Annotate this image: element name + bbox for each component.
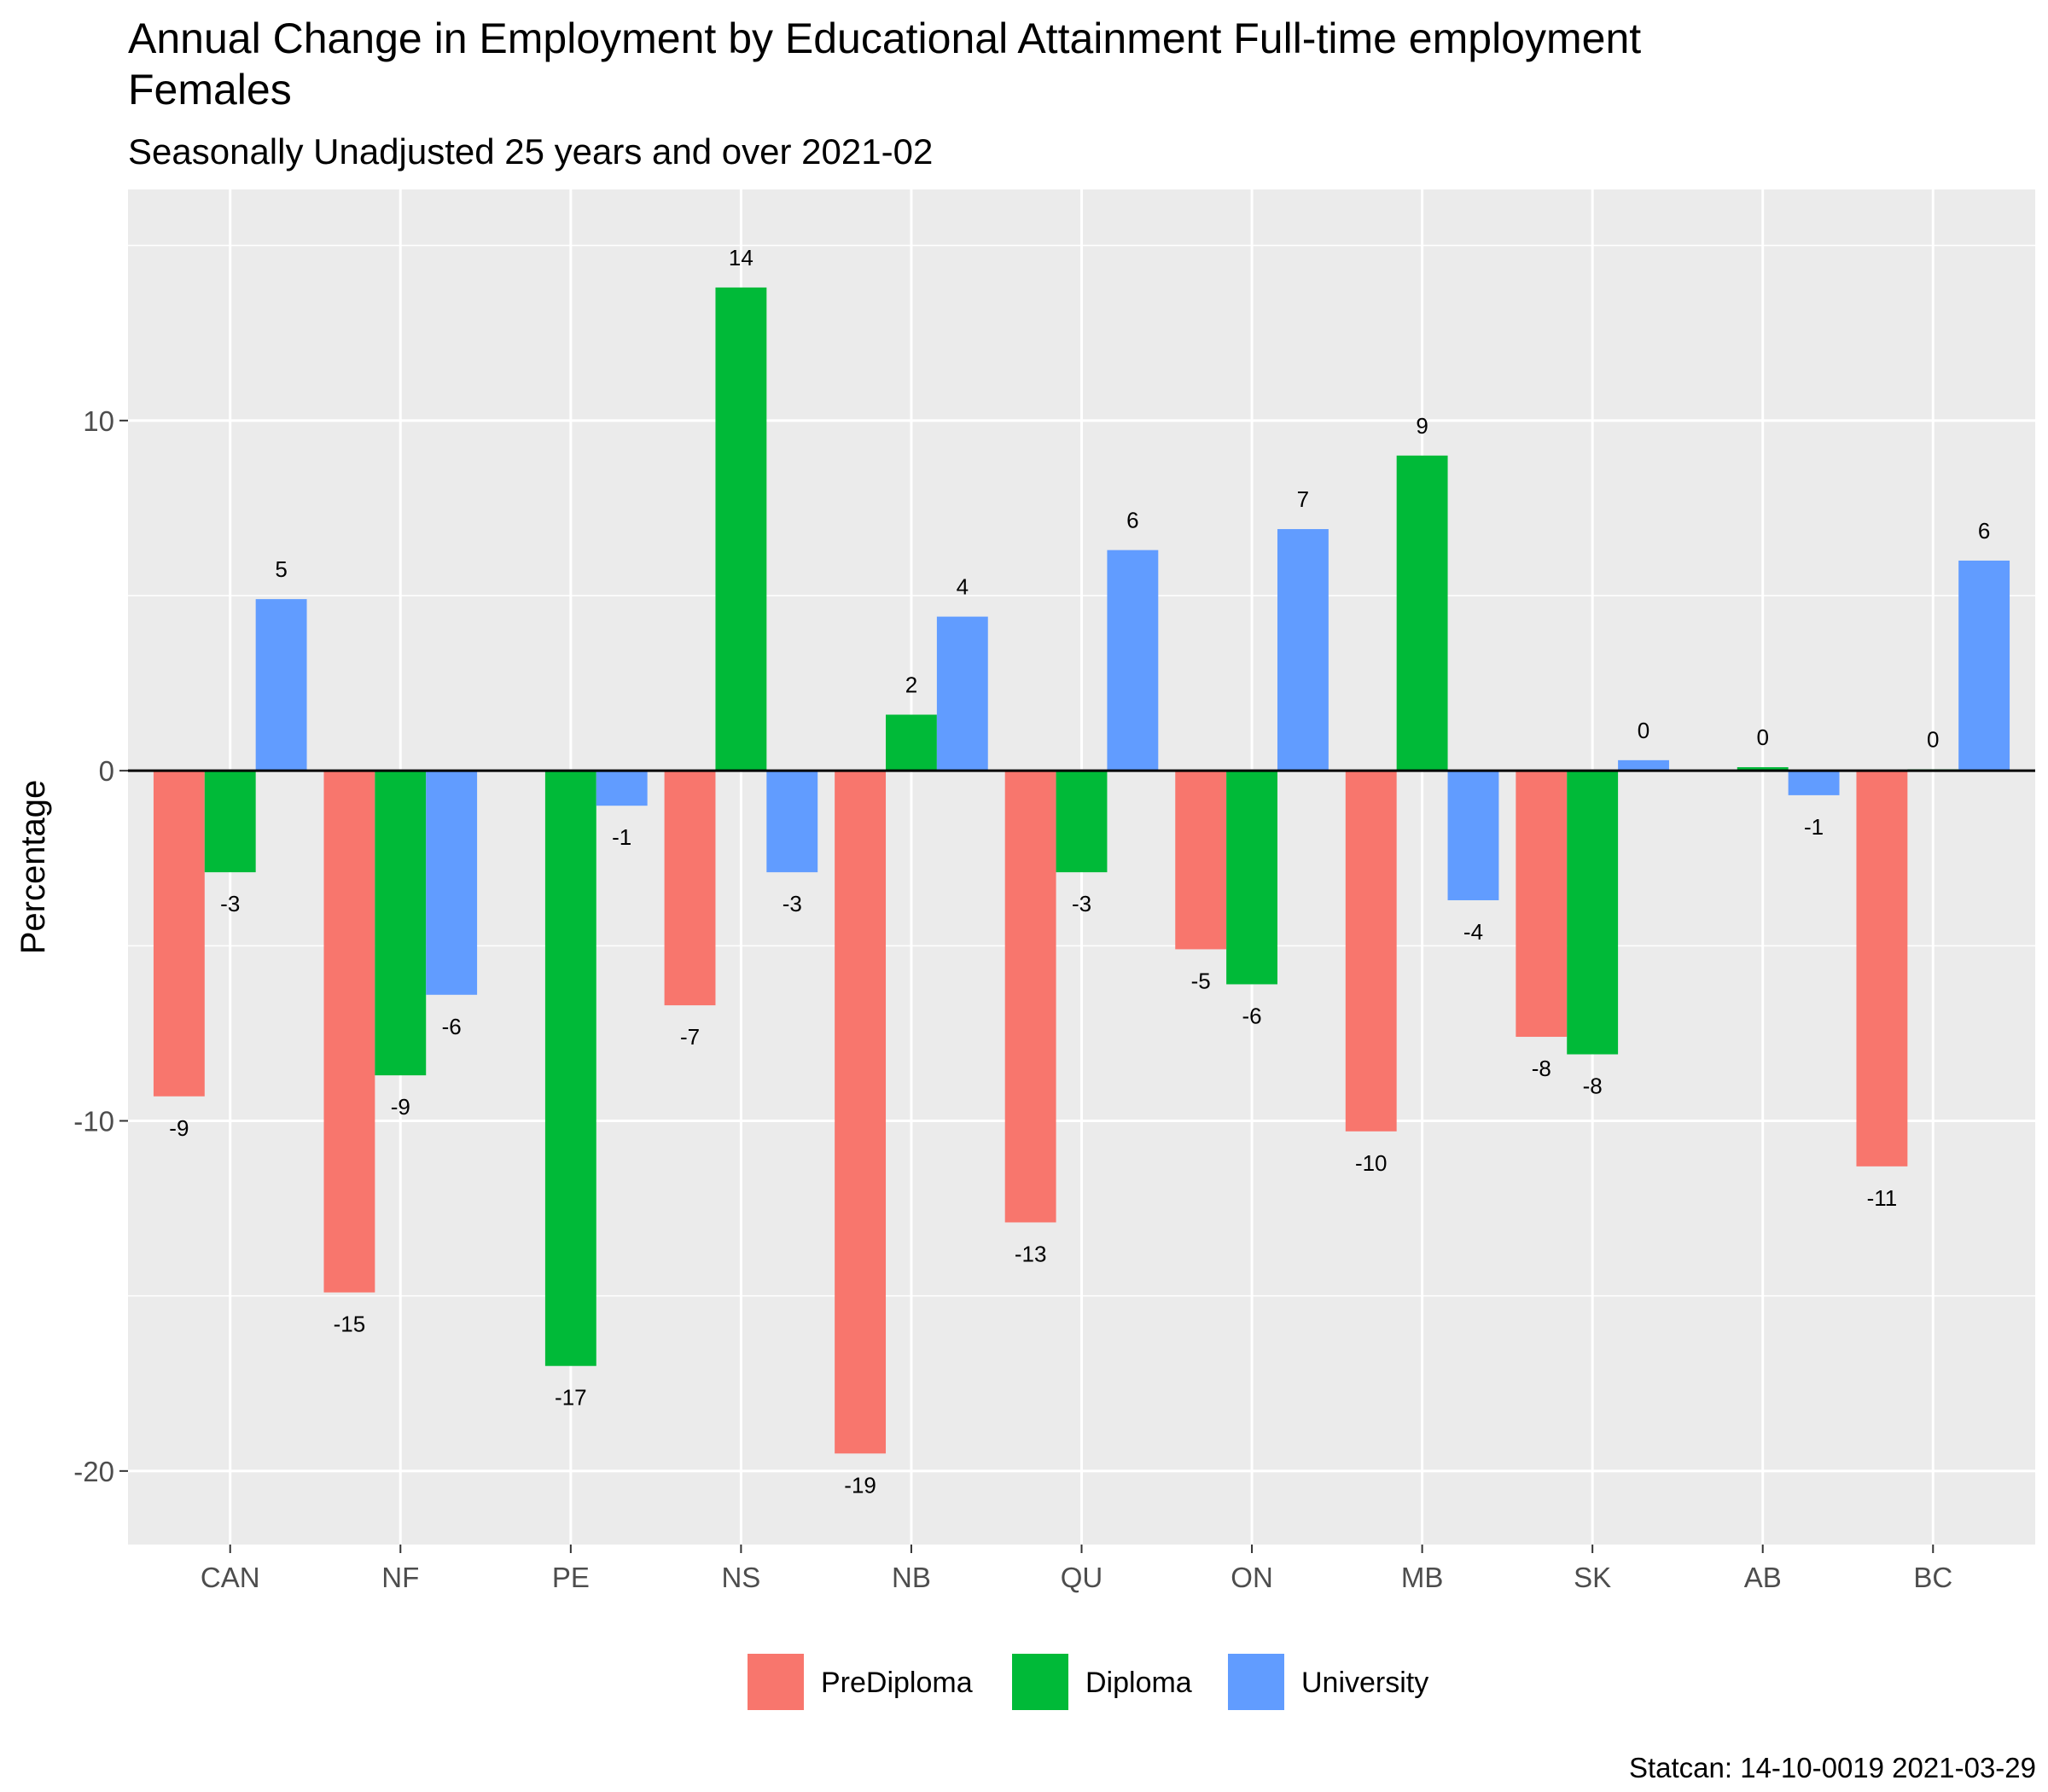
bar-university-on: [1277, 529, 1329, 771]
chart-caption: Statcan: 14-10-0019 2021-03-29: [1629, 1752, 2036, 1783]
bar-diploma-nb: [886, 714, 937, 771]
data-label-university-nf: -6: [442, 1014, 462, 1039]
bar-prediploma-mb: [1345, 771, 1397, 1132]
data-label-diploma-qu: -3: [1072, 891, 1091, 916]
bar-diploma-qu: [1056, 771, 1108, 873]
data-label-diploma-on: -6: [1242, 1003, 1261, 1028]
data-label-prediploma-mb: -10: [1355, 1150, 1388, 1176]
data-label-diploma-sk: -8: [1583, 1073, 1603, 1099]
bar-prediploma-can: [153, 771, 205, 1097]
x-tick-label-pe: PE: [552, 1562, 590, 1593]
bars: [153, 287, 2010, 1454]
data-label-university-pe: -1: [612, 824, 631, 850]
data-label-prediploma-qu: -13: [1015, 1241, 1047, 1266]
bar-university-bc: [1958, 560, 2010, 771]
data-label-university-nb: 4: [957, 574, 969, 600]
data-label-university-can: 5: [275, 556, 287, 582]
x-tick-label-sk: SK: [1574, 1562, 1611, 1593]
bar-diploma-ns: [715, 287, 767, 771]
bar-university-qu: [1107, 550, 1159, 771]
bar-prediploma-nb: [835, 771, 887, 1454]
data-label-prediploma-nf: -15: [334, 1312, 366, 1337]
y-axis-ticks: -20 -10 0 10: [73, 405, 128, 1487]
data-label-diploma-pe: -17: [555, 1385, 587, 1411]
bar-university-nf: [426, 771, 478, 995]
data-label-university-sk: 0: [1638, 718, 1649, 743]
legend-key-diploma: [1012, 1654, 1068, 1710]
x-tick-label-on: ON: [1231, 1562, 1273, 1593]
chart-title: Annual Change in Employment by Education…: [128, 15, 1641, 62]
data-label-diploma-can: -3: [220, 891, 240, 916]
bar-prediploma-bc: [1856, 771, 1908, 1167]
bar-diploma-can: [204, 771, 256, 873]
data-label-prediploma-can: -9: [169, 1115, 189, 1141]
x-tick-label-qu: QU: [1061, 1562, 1103, 1593]
legend-label-prediploma: PreDiploma: [821, 1667, 973, 1699]
chart-title-line2: Females: [128, 66, 292, 113]
bar-university-pe: [596, 771, 648, 806]
y-tick-label: -10: [73, 1105, 114, 1137]
x-tick-label-ab: AB: [1744, 1562, 1782, 1593]
bar-university-sk: [1618, 759, 1669, 771]
legend-label-diploma: Diploma: [1085, 1667, 1192, 1699]
data-label-university-ns: -3: [783, 891, 802, 916]
bar-prediploma-nf: [323, 771, 375, 1293]
bar-prediploma-sk: [1516, 771, 1568, 1038]
bar-diploma-pe: [544, 771, 596, 1366]
data-label-diploma-nf: -9: [391, 1094, 410, 1120]
bar-diploma-nf: [375, 771, 427, 1076]
data-label-prediploma-bc: -11: [1867, 1185, 1898, 1211]
x-tick-label-can: CAN: [201, 1562, 260, 1593]
data-label-diploma-nb: 2: [905, 672, 917, 698]
chart-subtitle: Seasonally Unadjusted 25 years and over …: [128, 131, 933, 172]
bar-university-mb: [1447, 771, 1499, 900]
legend-label-university: University: [1301, 1667, 1428, 1699]
data-label-university-mb: -4: [1463, 919, 1483, 945]
x-tick-label-bc: BC: [1913, 1562, 1952, 1593]
y-tick-label: -20: [73, 1456, 114, 1487]
bar-diploma-mb: [1396, 455, 1448, 771]
bar-diploma-on: [1226, 771, 1277, 985]
bar-diploma-ab: [1737, 767, 1789, 771]
bar-university-can: [255, 599, 307, 771]
bar-university-ab: [1788, 771, 1840, 795]
data-label-university-ab: -1: [1804, 814, 1824, 840]
data-label-diploma-ab: 0: [1756, 724, 1768, 750]
data-labels: -9-35-15-9-6-17-1-714-3-1924-13-36-5-67-…: [169, 245, 1990, 1498]
y-tick-label: 10: [83, 405, 114, 437]
y-axis-label: Percentage: [15, 780, 52, 955]
x-tick-label-nb: NB: [892, 1562, 931, 1593]
data-label-university-on: 7: [1297, 486, 1309, 512]
data-label-diploma-ns: 14: [729, 245, 753, 271]
data-label-diploma-bc: 0: [1927, 727, 1939, 753]
x-axis-ticks: CAN NF PE NS NB QU ON MB SK AB BC: [201, 1545, 1952, 1593]
data-label-prediploma-on: -5: [1191, 968, 1211, 993]
legend-key-prediploma: [748, 1654, 804, 1710]
x-tick-label-nf: NF: [381, 1562, 419, 1593]
bar-diploma-sk: [1567, 771, 1619, 1055]
y-tick-label: 0: [99, 755, 114, 787]
data-label-prediploma-sk: -8: [1532, 1056, 1551, 1081]
data-label-university-qu: 6: [1126, 508, 1138, 533]
bar-prediploma-on: [1175, 771, 1227, 950]
bar-prediploma-qu: [1004, 771, 1056, 1223]
bar-university-ns: [766, 771, 818, 873]
data-label-prediploma-nb: -19: [844, 1472, 876, 1498]
x-tick-label-ns: NS: [721, 1562, 760, 1593]
x-tick-label-mb: MB: [1401, 1562, 1444, 1593]
bar-university-nb: [936, 616, 988, 771]
legend: PreDiploma Diploma University: [748, 1654, 1428, 1710]
data-label-diploma-mb: 9: [1416, 413, 1428, 439]
data-label-university-bc: 6: [1978, 518, 1990, 544]
bar-prediploma-ns: [664, 771, 716, 1006]
legend-key-university: [1228, 1654, 1284, 1710]
data-label-prediploma-ns: -7: [680, 1024, 700, 1050]
